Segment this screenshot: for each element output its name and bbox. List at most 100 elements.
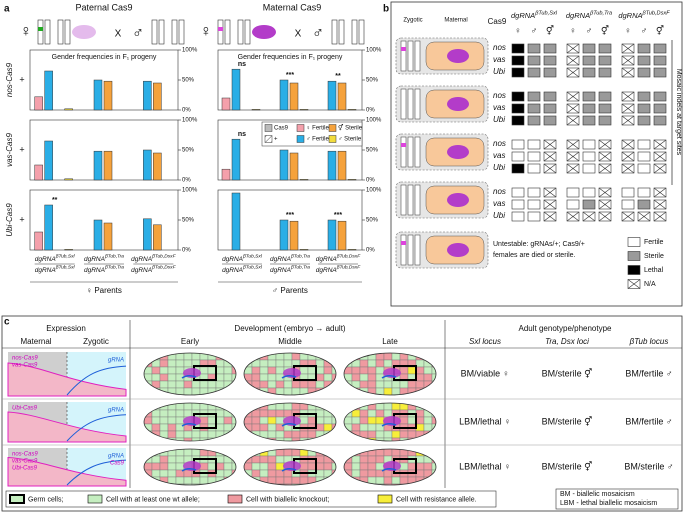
cell: [151, 469, 161, 478]
row-label: vas: [493, 151, 505, 160]
cell: [307, 416, 317, 425]
bar: [93, 219, 103, 251]
embryo-outline: [143, 402, 237, 442]
cell: [431, 430, 436, 439]
cell: [151, 462, 161, 471]
cell: [199, 437, 209, 441]
cell: [159, 373, 169, 382]
cell: [191, 430, 201, 439]
genotype-label: dgRNAβTub,Tra: [270, 265, 310, 274]
cell: [431, 380, 436, 389]
cell: [307, 462, 317, 471]
cell: [144, 449, 153, 457]
cas9-blob: [447, 145, 469, 159]
row-label: nos: [493, 187, 506, 196]
cell: [231, 483, 236, 485]
cell: [391, 476, 401, 485]
cell: [144, 409, 153, 418]
bar: [327, 219, 337, 251]
cell: [307, 483, 317, 485]
chromosome: [407, 88, 414, 120]
cell: [359, 366, 369, 375]
cell: [183, 430, 193, 439]
cell: [199, 430, 209, 439]
cell: [159, 366, 169, 375]
legend-label: Lethal: [644, 267, 664, 274]
cell: [215, 455, 225, 464]
na-cross: [566, 211, 580, 222]
bar: [289, 220, 299, 251]
status-cell: [511, 151, 525, 162]
cell: [215, 423, 225, 432]
cell: [423, 373, 433, 382]
cell: [223, 476, 233, 485]
cell: [283, 380, 293, 389]
cell: [331, 380, 336, 389]
cell: [183, 387, 193, 395]
chromosome: [158, 19, 165, 45]
cell: [375, 366, 385, 375]
cell: [375, 430, 385, 439]
expression-label: vas-Cas9: [12, 459, 38, 465]
cell: [431, 476, 436, 485]
bar: [299, 249, 309, 251]
cell: [244, 373, 253, 382]
cell: [299, 366, 309, 375]
embryo-outline: [143, 448, 237, 486]
na-cross: [566, 103, 580, 114]
cell: [431, 409, 436, 418]
cell: [431, 366, 436, 375]
y-tick-label: 100%: [182, 48, 198, 54]
cell: [199, 380, 209, 389]
cell: [183, 449, 193, 457]
gene-mark: [281, 467, 297, 472]
cell: [223, 387, 233, 395]
cell: [223, 373, 233, 382]
gene-mark: [181, 422, 197, 427]
status-cell: [582, 115, 596, 126]
row-label: vas-Cas9: [5, 133, 14, 167]
legend-swatch: [328, 124, 337, 132]
cell: [199, 476, 209, 485]
cell: [367, 373, 377, 382]
chromosome: [244, 19, 251, 45]
cell: [407, 366, 417, 375]
cell: [267, 366, 277, 375]
bar: [44, 140, 53, 181]
cell: [344, 483, 353, 485]
cell: [175, 462, 185, 471]
status-cell: [582, 55, 596, 66]
expression-label: nos-Cas9: [12, 452, 38, 458]
label-superscript: βTub,DsxF: [642, 11, 671, 17]
status-cell: [566, 199, 580, 210]
cell: [383, 437, 393, 441]
na-cross: [653, 187, 667, 198]
legend-swatch: [328, 135, 337, 143]
cell: [375, 462, 385, 471]
bar: [103, 222, 113, 251]
expression-label: gRNA: [108, 408, 124, 414]
status-cell: [511, 115, 525, 126]
genotype-label: dgRNAβTub,Tra: [84, 254, 124, 263]
cell: [231, 387, 236, 395]
bar: [64, 178, 73, 181]
cell: [244, 353, 253, 361]
cell: [144, 387, 153, 395]
cell: [383, 430, 393, 439]
label-superscript: βTub,Sxl: [55, 265, 76, 271]
status-cell: [527, 55, 541, 66]
na-cross: [566, 55, 580, 66]
chromosome: [414, 88, 421, 120]
cell: [431, 455, 436, 464]
cell: [323, 462, 333, 471]
cell: [183, 483, 193, 485]
cell: [167, 380, 177, 389]
status-cell: [598, 115, 612, 126]
label-stem: dgRNA: [566, 11, 590, 20]
cell: [183, 469, 193, 478]
label-stem: dgRNA: [84, 267, 105, 274]
y-tick-label: 0%: [366, 178, 375, 184]
legend-swatch: [227, 494, 243, 504]
status-cell: [511, 199, 525, 210]
na-cross: [543, 139, 557, 150]
